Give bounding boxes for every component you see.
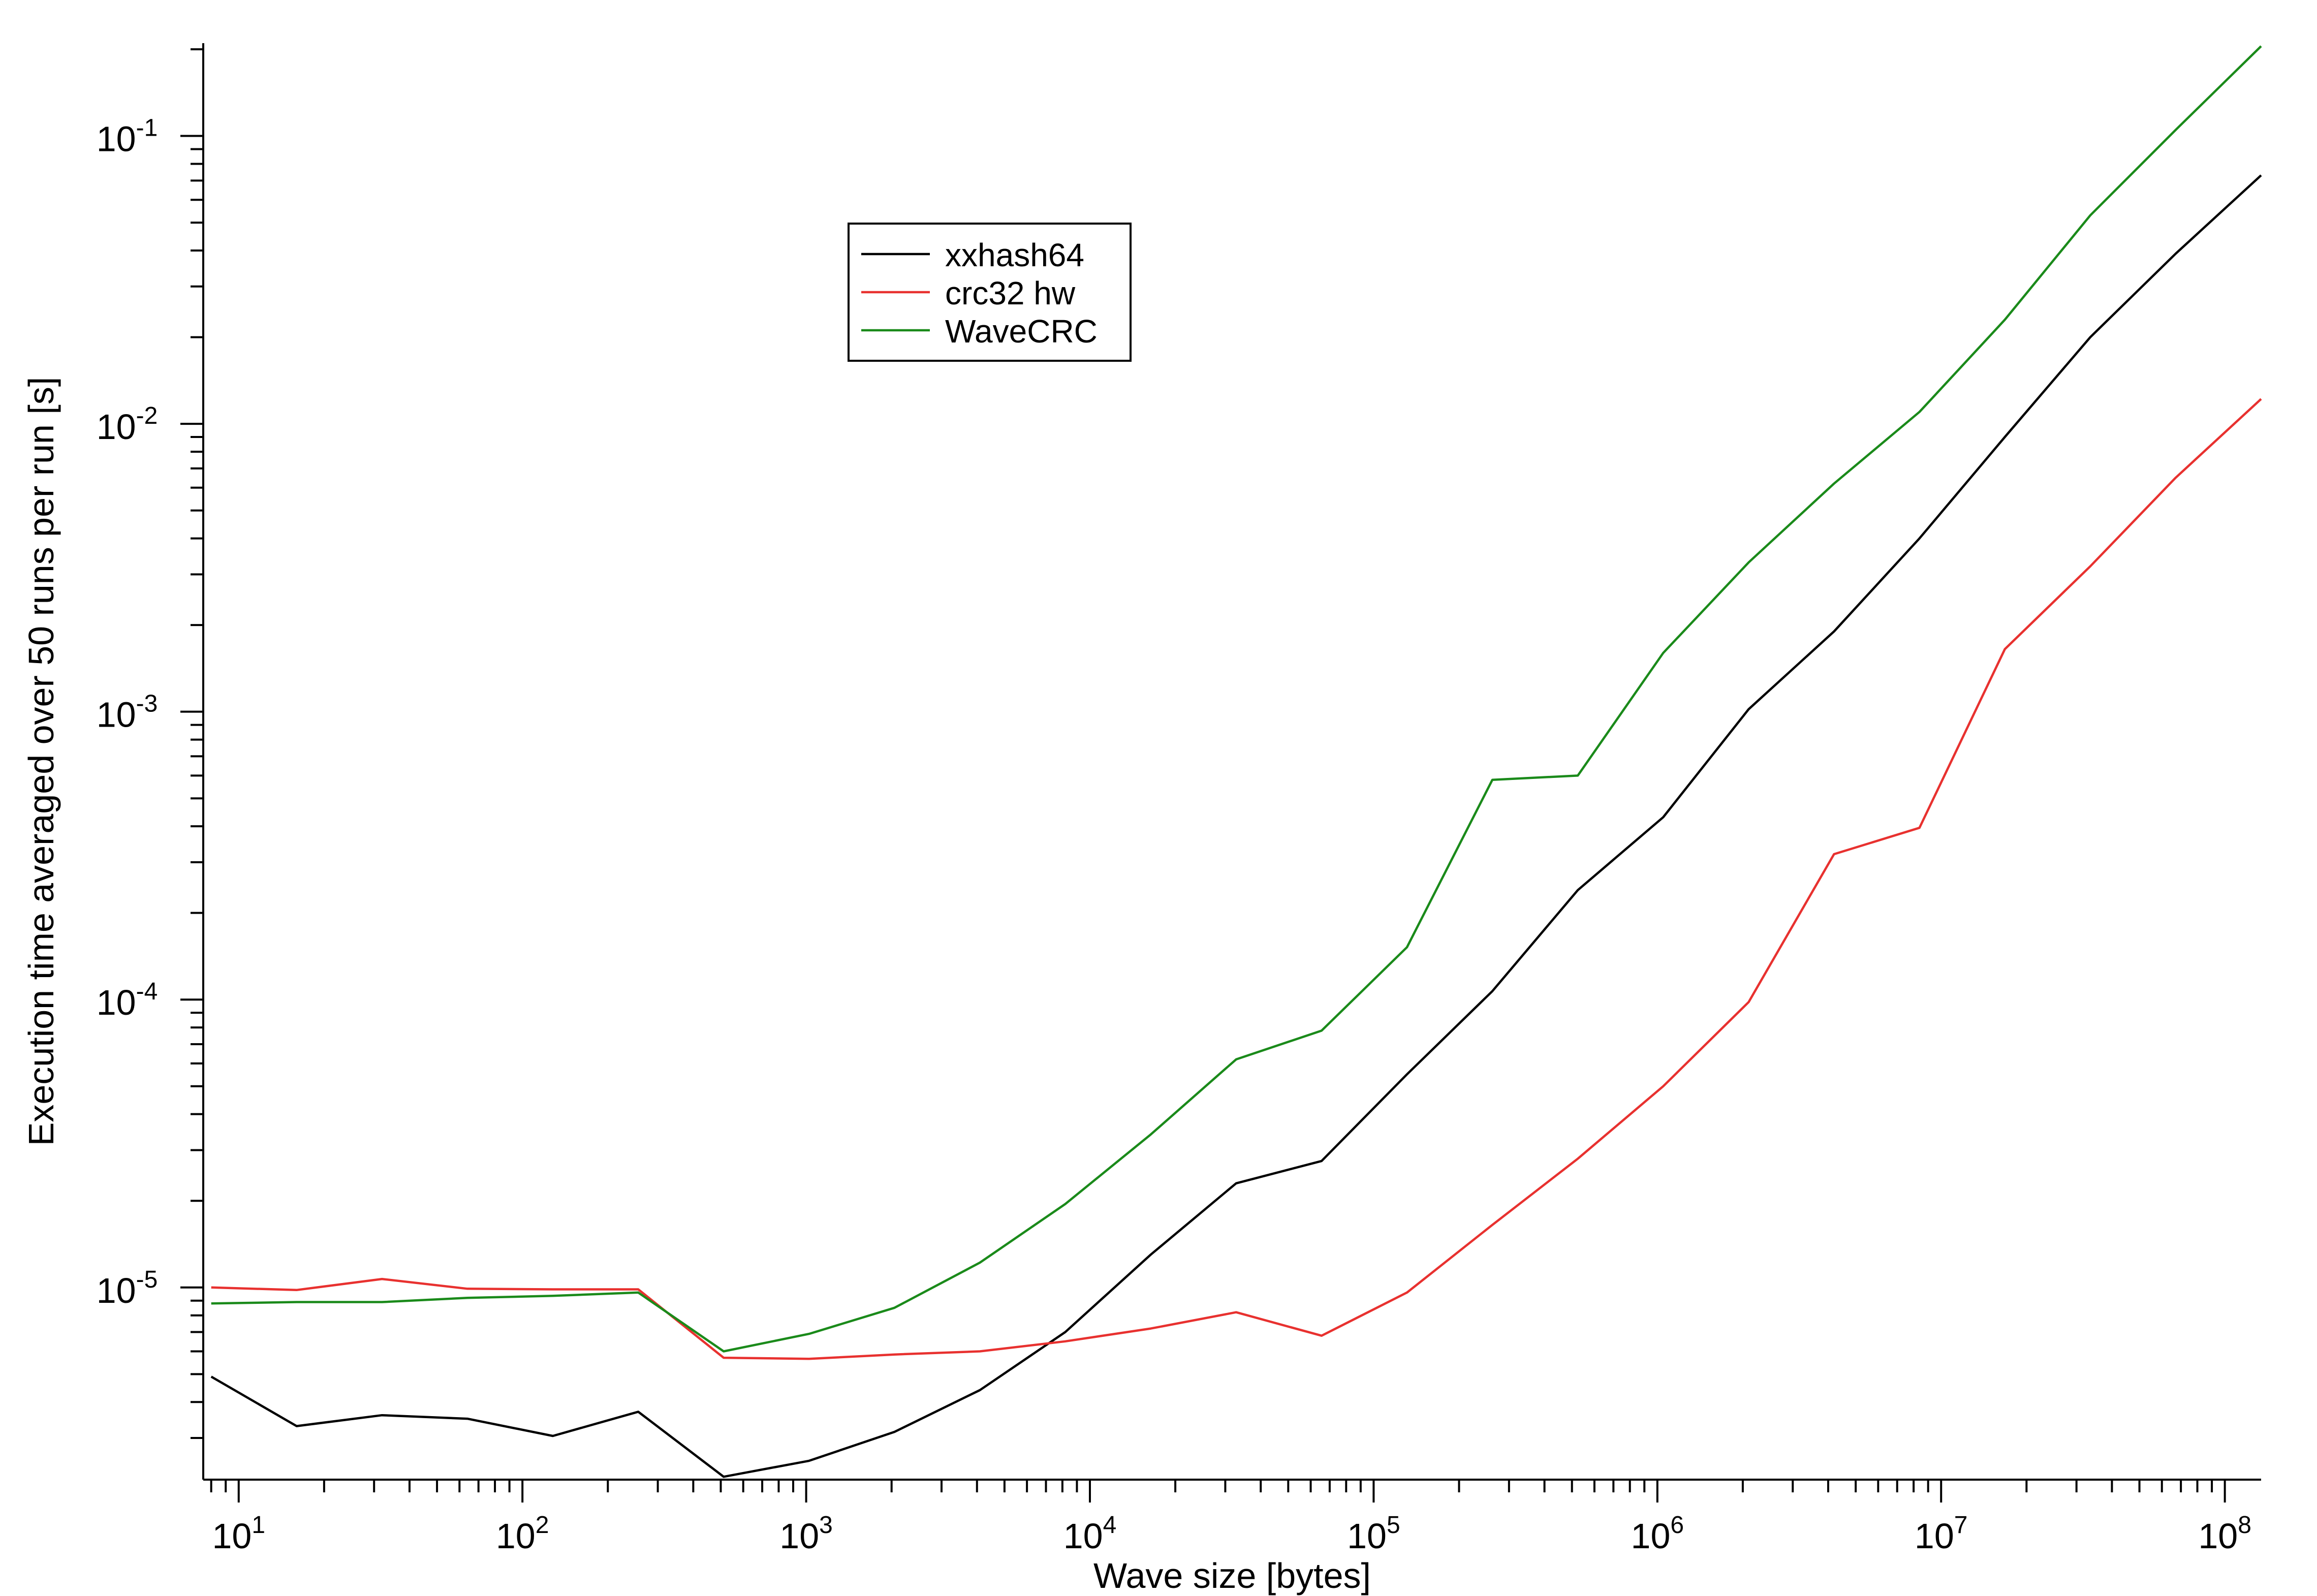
y-axis-ticks: 10-5 10-4 10-3 10-2 10-1 xyxy=(97,48,203,1439)
y-tick-label: 10-2 xyxy=(97,402,158,447)
series-lines xyxy=(210,45,2262,1478)
legend-label: xxhash64 xyxy=(945,237,1084,273)
y-axis-title: Execution time averaged over 50 runs per… xyxy=(21,377,61,1146)
y-tick-label: 10-3 xyxy=(97,691,158,735)
x-tick-label: 104 xyxy=(1063,1512,1117,1556)
x-axis-title: Wave size [bytes] xyxy=(1093,1556,1371,1595)
x-axis-ticks: 101 102 103 104 105 106 107 108 xyxy=(210,1480,2251,1556)
y-tick-label: 10-4 xyxy=(97,978,158,1022)
legend-label: crc32 hw xyxy=(945,275,1076,311)
series-line-xxhash64 xyxy=(210,174,2262,1478)
x-tick-label: 101 xyxy=(212,1512,265,1556)
x-tick-label: 105 xyxy=(1347,1512,1400,1556)
series-line-WaveCRC xyxy=(211,45,2262,1353)
x-tick-label: 102 xyxy=(496,1512,549,1556)
x-tick-label: 107 xyxy=(1915,1512,1968,1556)
x-tick-label: 106 xyxy=(1631,1512,1684,1556)
y-tick-label: 10-1 xyxy=(97,115,158,159)
y-tick-label: 10-5 xyxy=(97,1266,158,1310)
series-line-crc32-hw xyxy=(211,398,2262,1360)
legend-label: WaveCRC xyxy=(945,313,1098,350)
x-tick-label: 108 xyxy=(2198,1512,2251,1556)
x-tick-label: 103 xyxy=(779,1512,833,1556)
axes: 101 102 103 104 105 106 107 108 10-510-410-310-… xyxy=(97,43,2261,1556)
